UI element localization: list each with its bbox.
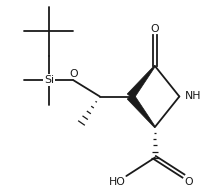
Polygon shape [127,94,155,127]
Text: O: O [184,177,193,187]
Text: O: O [151,24,159,34]
Text: NH: NH [184,91,201,101]
Text: HO: HO [108,177,125,187]
Polygon shape [127,66,155,99]
Text: Si: Si [44,75,54,85]
Text: O: O [69,69,78,79]
